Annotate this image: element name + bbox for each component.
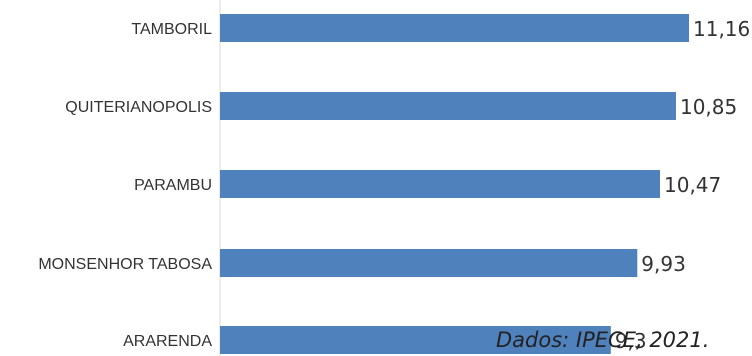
bar-parambu xyxy=(220,170,661,198)
bar-tamboril xyxy=(220,14,689,42)
value-label: 10,85 xyxy=(680,95,737,119)
category-label: PARAMBU xyxy=(134,177,212,194)
value-label: 9,3 xyxy=(615,329,647,353)
value-label: 11,16 xyxy=(693,17,750,41)
bar-monsenhor-tabosa xyxy=(220,249,638,277)
source-note: Dados: IPECE, 2021. xyxy=(496,328,710,352)
category-label: MONSENHOR TABOSA xyxy=(38,256,212,273)
bar-quiterianopolis xyxy=(220,92,676,120)
value-label: 10,47 xyxy=(664,173,721,197)
category-label: ARARENDA xyxy=(123,333,212,350)
bar-ararenda xyxy=(220,326,611,354)
value-label: 9,93 xyxy=(641,252,686,276)
category-label: QUITERIANOPOLIS xyxy=(65,99,212,116)
category-label: TAMBORIL xyxy=(131,21,212,38)
